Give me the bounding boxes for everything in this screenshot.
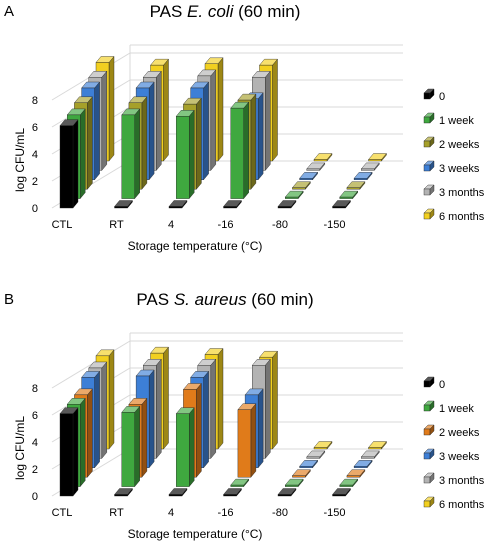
legend-label: 0	[439, 379, 445, 391]
bar--80-3-weeks	[299, 459, 319, 469]
x-tick-label: -80	[272, 507, 288, 519]
bar--80-3-months	[306, 450, 326, 459]
bar--150-3-months	[360, 162, 380, 171]
side-gridline	[51, 340, 131, 389]
x-tick-label: RT	[109, 219, 124, 231]
bar--80-2-weeks	[291, 469, 311, 478]
y-tick-label: 4	[32, 149, 38, 161]
y-tick-label: 0	[32, 491, 38, 503]
y-tick-label: 2	[32, 464, 38, 476]
x-axis-label: Storage temperature (°C)	[128, 527, 263, 541]
bar--80-0	[277, 199, 297, 209]
legend-label: 0	[439, 91, 445, 103]
bar--80-6-months	[313, 440, 333, 450]
legend-item: 3 weeks	[423, 448, 480, 463]
x-tick-label: CTL	[52, 219, 73, 231]
legend-label: 3 months	[439, 475, 485, 487]
bar--80-6-months	[313, 152, 333, 162]
x-tick-label: -80	[272, 219, 288, 231]
bar--80-3-weeks	[299, 171, 319, 181]
legend-item: 2 weeks	[423, 136, 480, 151]
bar--16-1-week	[230, 478, 250, 488]
bar--80-2-weeks	[291, 181, 311, 190]
bar--80-1-week	[284, 478, 304, 488]
x-tick-label: -16	[218, 219, 234, 231]
panel-label: B	[4, 291, 14, 308]
bar-RT-1-week	[121, 405, 141, 488]
legend-label: 3 weeks	[439, 163, 480, 175]
bar-CTL-0	[59, 407, 79, 497]
y-tick-label: 8	[32, 95, 38, 107]
legend-label: 1 week	[439, 403, 474, 415]
x-tick-label: 4	[168, 507, 174, 519]
legend-label: 1 week	[439, 115, 474, 127]
chart-title: PAS S. aureus (60 min)	[136, 290, 313, 309]
bar--150-3-months	[360, 450, 380, 459]
legend-item: 2 weeks	[423, 424, 480, 439]
bar--150-0	[332, 487, 351, 497]
legend: 0 1 week 2 weeks 3 weeks 3 months 6 months	[423, 376, 485, 511]
x-tick-label: -16	[218, 507, 234, 519]
bar--16-0	[223, 487, 242, 497]
legend: 0 1 week 2 weeks 3 weeks 3 months 6 months	[423, 88, 485, 223]
legend-item: 6 months	[423, 496, 485, 511]
x-tick-label: CTL	[52, 507, 73, 519]
bar--150-3-weeks	[353, 459, 373, 469]
bar-CTL-0	[59, 119, 79, 209]
bar--16-1-week	[230, 101, 250, 200]
x-axis-label: Storage temperature (°C)	[128, 239, 263, 253]
legend-item: 1 week	[423, 112, 474, 127]
bar-4-0	[168, 199, 188, 209]
y-tick-label: 6	[32, 410, 38, 422]
bar-4-1-week	[175, 407, 195, 488]
bar--150-2-weeks	[346, 181, 366, 190]
legend-item: 3 months	[423, 472, 485, 487]
legend-item: 0	[423, 88, 445, 103]
x-tick-label: 4	[168, 219, 174, 231]
chart-panel-a: A PAS E. coli (60 min) 0 2 4 6 8 log CFU/mL CTL R…	[4, 2, 485, 253]
y-tick-label: 0	[32, 203, 38, 215]
legend-label: 6 months	[439, 499, 485, 511]
bar--150-1-week	[339, 478, 359, 488]
bar-4-0	[168, 487, 188, 497]
x-tick-label: -150	[323, 219, 345, 231]
bar--80-1-week	[284, 190, 304, 200]
legend-item: 1 week	[423, 400, 474, 415]
legend-item: 6 months	[423, 208, 485, 223]
chart-title: PAS E. coli (60 min)	[150, 2, 301, 21]
legend-label: 3 weeks	[439, 451, 480, 463]
legend-label: 3 months	[439, 187, 485, 199]
chart-panel-b: B PAS S. aureus (60 min) 0 2 4 6 8 log CFU/mL CT…	[4, 290, 485, 541]
bar-RT-0	[114, 199, 133, 209]
y-tick-label: 8	[32, 383, 38, 395]
y-tick-label: 2	[32, 176, 38, 188]
legend-label: 2 weeks	[439, 427, 480, 439]
legend-item: 3 weeks	[423, 160, 480, 175]
bar--150-6-months	[368, 152, 387, 162]
legend-label: 2 weeks	[439, 139, 480, 151]
x-tick-label: -150	[323, 507, 345, 519]
legend-item: 3 months	[423, 184, 485, 199]
y-tick-label: 6	[32, 122, 38, 134]
bar--150-2-weeks	[346, 469, 366, 478]
y-tick-label: 4	[32, 437, 38, 449]
y-axis-label: log CFU/mL	[13, 128, 27, 192]
bar-4-1-week	[175, 109, 195, 200]
legend-label: 6 months	[439, 211, 485, 223]
bar-RT-0	[114, 487, 133, 497]
x-tick-label: RT	[109, 507, 124, 519]
bar--150-0	[332, 199, 351, 209]
y-axis-label: log CFU/mL	[13, 416, 27, 480]
bar--80-3-months	[306, 162, 326, 171]
bar--150-1-week	[339, 190, 359, 200]
bar-RT-1-week	[121, 108, 141, 200]
bar--16-0	[223, 199, 242, 209]
bar--150-3-weeks	[353, 171, 373, 181]
bar--80-0	[277, 487, 297, 497]
legend-item: 0	[423, 376, 445, 391]
bar--150-6-months	[368, 440, 387, 450]
panel-label: A	[4, 3, 14, 20]
bar--16-2-weeks	[237, 403, 257, 478]
